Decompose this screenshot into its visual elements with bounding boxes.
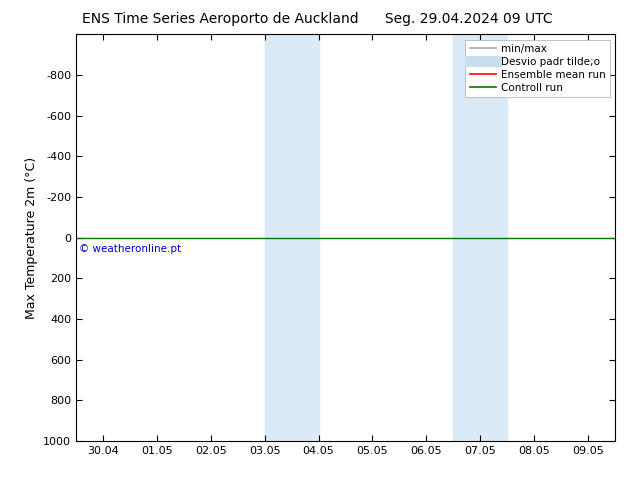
Text: ENS Time Series Aeroporto de Auckland      Seg. 29.04.2024 09 UTC: ENS Time Series Aeroporto de Auckland Se… — [82, 12, 552, 26]
Bar — [292, 34, 318, 441]
Bar — [265, 34, 292, 441]
Text: © weatheronline.pt: © weatheronline.pt — [79, 244, 181, 254]
Bar — [453, 34, 481, 441]
Bar — [481, 34, 507, 441]
Y-axis label: Max Temperature 2m (°C): Max Temperature 2m (°C) — [25, 157, 37, 318]
Legend: min/max, Desvio padr tilde;o, Ensemble mean run, Controll run: min/max, Desvio padr tilde;o, Ensemble m… — [465, 40, 610, 97]
